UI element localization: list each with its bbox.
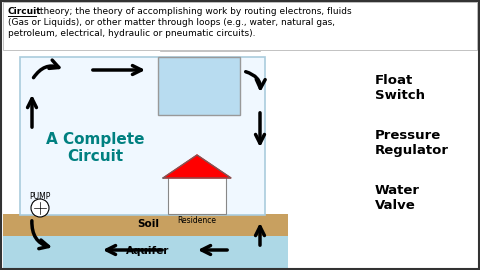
Text: Aquifer: Aquifer: [126, 246, 170, 256]
FancyBboxPatch shape: [3, 236, 288, 268]
FancyBboxPatch shape: [3, 214, 288, 236]
Text: Pressure
Regulator: Pressure Regulator: [375, 129, 449, 157]
FancyArrowPatch shape: [255, 227, 264, 245]
Text: Water
Valve: Water Valve: [375, 184, 420, 212]
FancyBboxPatch shape: [3, 51, 477, 267]
Polygon shape: [163, 155, 231, 178]
Text: theory; the theory of accomplishing work by routing electrons, fluids: theory; the theory of accomplishing work…: [37, 7, 352, 16]
Text: PUMP: PUMP: [29, 192, 51, 201]
Text: Float
Switch: Float Switch: [375, 74, 425, 102]
FancyBboxPatch shape: [3, 2, 477, 50]
Text: Residence: Residence: [178, 216, 216, 225]
Text: Soil: Soil: [137, 219, 159, 229]
FancyArrowPatch shape: [34, 60, 59, 78]
FancyBboxPatch shape: [168, 176, 226, 214]
FancyArrowPatch shape: [32, 221, 48, 249]
Text: A Complete
Circuit: A Complete Circuit: [46, 132, 144, 164]
Text: petroleum, electrical, hydraulic or pneumatic circuits).: petroleum, electrical, hydraulic or pneu…: [8, 29, 255, 38]
FancyArrowPatch shape: [246, 72, 265, 88]
Text: Circuit: Circuit: [8, 7, 42, 16]
Text: (Gas or Liquids), or other matter through loops (e.g., water, natural gas,: (Gas or Liquids), or other matter throug…: [8, 18, 335, 27]
Circle shape: [31, 199, 49, 217]
FancyBboxPatch shape: [20, 57, 265, 215]
FancyBboxPatch shape: [158, 57, 240, 115]
